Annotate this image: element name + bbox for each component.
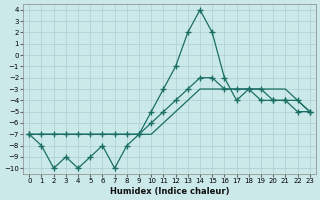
X-axis label: Humidex (Indice chaleur): Humidex (Indice chaleur) xyxy=(110,187,229,196)
